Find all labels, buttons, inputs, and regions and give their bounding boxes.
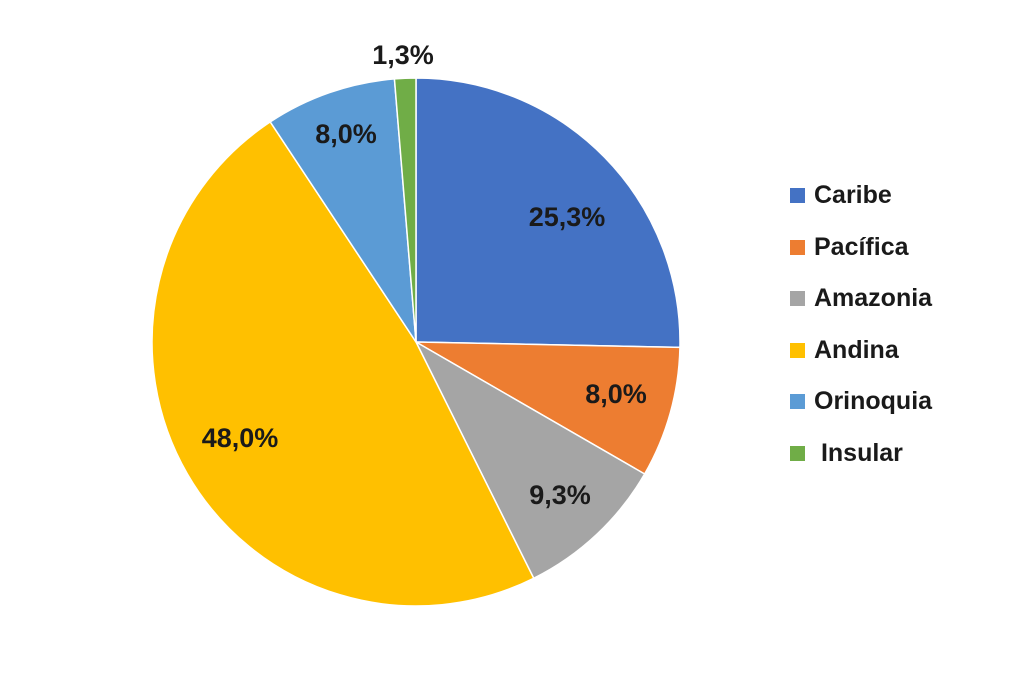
legend-label-insular: Insular — [814, 438, 903, 467]
pie-slice-andina — [151, 120, 535, 607]
legend-item-insular: Insular — [790, 428, 1020, 480]
legend-swatch-andina — [790, 342, 805, 358]
legend-label-pacifica: Pacífica — [814, 232, 909, 261]
data-label-pacifica: 8,0% — [585, 379, 647, 409]
legend-label-orinoquia: Orinoquia — [814, 387, 933, 416]
pie-slice-caribe — [415, 77, 681, 349]
legend-swatch-amazonia — [790, 291, 805, 307]
data-label-andina: 48,0% — [202, 423, 279, 453]
legend-label-amazonia: Amazonia — [814, 284, 933, 313]
legend-swatch-caribe — [790, 188, 805, 204]
data-label-amazonia: 9,3% — [529, 480, 591, 510]
legend-item-caribe: Caribe — [790, 170, 1020, 222]
legend-item-amazonia: Amazonia — [790, 273, 1020, 325]
data-label-insular: 1,3% — [372, 40, 434, 70]
legend-label-andina: Andina — [814, 335, 899, 364]
pie-data-labels: 25,3% 8,0% 9,3% 48,0% 8,0% 1,3% — [202, 40, 647, 510]
data-label-caribe: 25,3% — [529, 202, 606, 232]
legend-item-pacifica: Pacífica — [790, 222, 1020, 274]
pie-slice-insular — [393, 77, 417, 343]
legend-swatch-orinoquia — [790, 394, 805, 410]
pie-slice-orinoquia — [269, 78, 417, 343]
data-label-orinoquia: 8,0% — [315, 119, 377, 149]
legend-swatch-insular — [790, 445, 805, 461]
pie-slice-pacifica — [415, 341, 681, 476]
pie-slices — [151, 77, 681, 607]
legend: Caribe Pacífica Amazonia Andina Orinoqui… — [790, 170, 1020, 479]
legend-label-caribe: Caribe — [814, 181, 892, 210]
legend-item-orinoquia: Orinoquia — [790, 376, 1020, 428]
pie-slice-amazonia — [414, 340, 646, 580]
legend-item-andina: Andina — [790, 325, 1020, 377]
legend-swatch-pacifica — [790, 239, 805, 255]
